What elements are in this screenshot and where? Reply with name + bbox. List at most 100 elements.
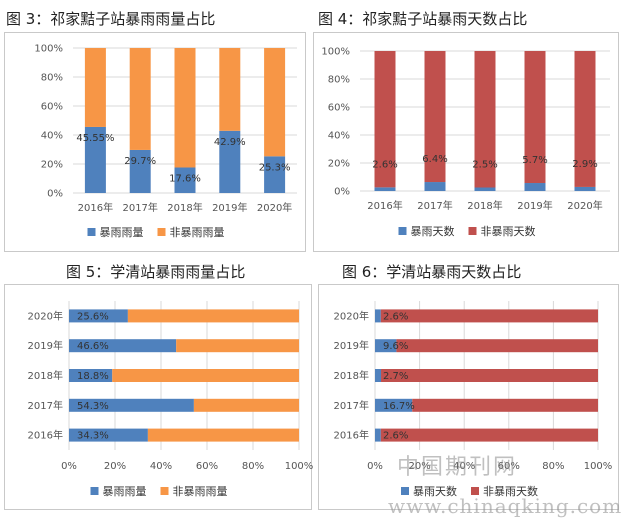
x-tick-label: 100% [584, 461, 613, 472]
bar-segment [375, 339, 397, 353]
data-label: 17.6% [169, 173, 201, 184]
bar-segment [375, 398, 413, 412]
bar-segment [474, 51, 496, 188]
bar-segment [69, 339, 177, 353]
bar-segment [174, 48, 196, 168]
bar-segment [69, 369, 113, 382]
data-label: 2.6% [372, 159, 397, 170]
y-tick-label: 40% [328, 131, 350, 142]
legend-swatch [398, 227, 407, 235]
bar-segment [374, 51, 396, 188]
bar-segment [84, 126, 106, 193]
fig4-chart-panel: 0% 20% 40% 60% 80% 100% 2.6% 2016年 6.4% 2017年 2.5%… [313, 32, 619, 252]
legend-label: 暴雨天数 [411, 225, 455, 238]
legend-label: 暴雨雨量 [103, 485, 147, 498]
x-tick-label: 60% [498, 461, 520, 472]
x-tick-label: 2017年 [122, 201, 157, 214]
y-tick-label: 20% [328, 159, 350, 170]
bar-segment [380, 309, 598, 323]
legend-label: 暴雨雨量 [100, 226, 144, 239]
bar-segment [380, 428, 598, 442]
legend-label: 非暴雨雨量 [173, 485, 228, 498]
x-tick-label: 2016年 [78, 201, 113, 214]
data-label: 2.6% [383, 311, 408, 322]
bar-segment [219, 48, 241, 131]
legend-label: 暴雨天数 [413, 485, 457, 498]
fig6-chart-svg: 0% 20% 40% 60% 80% 100% 2.6% 2020年 9.6% 2019年 2.7%… [334, 301, 613, 498]
fig3-chart-svg: 0% 20% 40% 60% 80% 100% 45.55% 2016年 29.7% 2017年 1… [34, 44, 297, 239]
y-tick-label: 2020年 [334, 309, 369, 322]
x-tick-label: 100% [285, 461, 314, 472]
y-tick-label: 40% [41, 131, 63, 142]
data-label: 16.7% [383, 401, 415, 412]
y-tick-label: 2019年 [28, 339, 63, 352]
data-label: 9.6% [383, 341, 408, 352]
watermark-logo-text: 中国期刊网 [397, 455, 518, 480]
data-label: 18.8% [77, 371, 109, 382]
x-tick-label: 0% [367, 461, 383, 472]
y-tick-label: 2017年 [334, 399, 369, 412]
x-tick-label: 2019年 [517, 199, 552, 212]
legend-swatch [471, 487, 479, 495]
x-tick-label: 2019年 [212, 201, 247, 214]
y-tick-label: 2017年 [28, 399, 63, 412]
bar-segment [375, 428, 381, 442]
data-label: 45.55% [76, 133, 114, 144]
data-label: 5.7% [522, 155, 547, 166]
bar-segment [176, 339, 299, 353]
x-tick-label: 80% [242, 461, 264, 472]
bar-segment [375, 369, 382, 382]
y-tick-label: 2018年 [334, 369, 369, 382]
bar-segment [129, 149, 151, 193]
legend-label: 非暴雨天数 [481, 225, 536, 238]
bar-segment [381, 369, 598, 382]
bar-segment [219, 130, 241, 193]
x-tick-label: 2018年 [167, 201, 202, 214]
x-tick-label: 40% [150, 461, 172, 472]
x-tick-label: 0% [61, 461, 77, 472]
bar-segment [147, 428, 299, 442]
watermark-url-text: www.chinaqking.com [388, 494, 623, 518]
data-label: 25.3% [259, 162, 291, 173]
x-tick-label: 2017年 [417, 199, 452, 212]
data-label: 25.6% [77, 311, 109, 322]
data-label: 6.4% [422, 154, 447, 165]
bar-segment [424, 51, 446, 183]
x-tick-label: 2020年 [257, 201, 292, 214]
y-tick-label: 100% [321, 47, 350, 58]
bar-segment [264, 156, 286, 193]
y-tick-label: 0% [334, 187, 350, 198]
bar-segment [69, 428, 148, 442]
x-tick-label: 2020年 [567, 199, 602, 212]
legend-swatch [468, 227, 477, 235]
legend-label: 非暴雨雨量 [170, 226, 225, 239]
y-tick-label: 100% [34, 44, 63, 55]
y-tick-label: 2016年 [334, 429, 369, 442]
legend-swatch [90, 487, 99, 495]
data-label: 2.5% [472, 160, 497, 171]
bar-segment [112, 369, 300, 382]
bar-segment [424, 182, 446, 191]
bar-segment [193, 398, 299, 412]
y-tick-label: 2020年 [28, 309, 63, 322]
fig6-title: 图 6：学清站暴雨天数占比 [342, 263, 522, 281]
legend-swatch [401, 487, 409, 495]
x-tick-label: 20% [408, 461, 430, 472]
fig3-chart-panel: 0% 20% 40% 60% 80% 100% 45.55% 2016年 29.7% 2017年 1… [4, 32, 306, 252]
bar-segment [174, 167, 196, 193]
bar-segment [474, 187, 496, 191]
data-label: 42.9% [214, 137, 246, 148]
bar-segment [84, 48, 106, 127]
x-tick-label: 80% [542, 461, 564, 472]
fig6-chart-panel: 0% 20% 40% 60% 80% 100% 2.6% 2020年 9.6% 2019年 2.7%… [318, 284, 619, 510]
y-tick-label: 80% [41, 73, 63, 84]
bar-segment [574, 186, 596, 191]
bar-segment [127, 309, 299, 323]
data-label: 34.3% [77, 431, 109, 442]
x-tick-label: 2018年 [467, 199, 502, 212]
legend-label: 非暴雨天数 [483, 485, 538, 498]
fig4-title: 图 4：祁家黠子站暴雨天数占比 [318, 10, 528, 28]
legend-swatch [157, 228, 166, 236]
y-tick-label: 2018年 [28, 369, 63, 382]
bar-segment [264, 48, 286, 157]
